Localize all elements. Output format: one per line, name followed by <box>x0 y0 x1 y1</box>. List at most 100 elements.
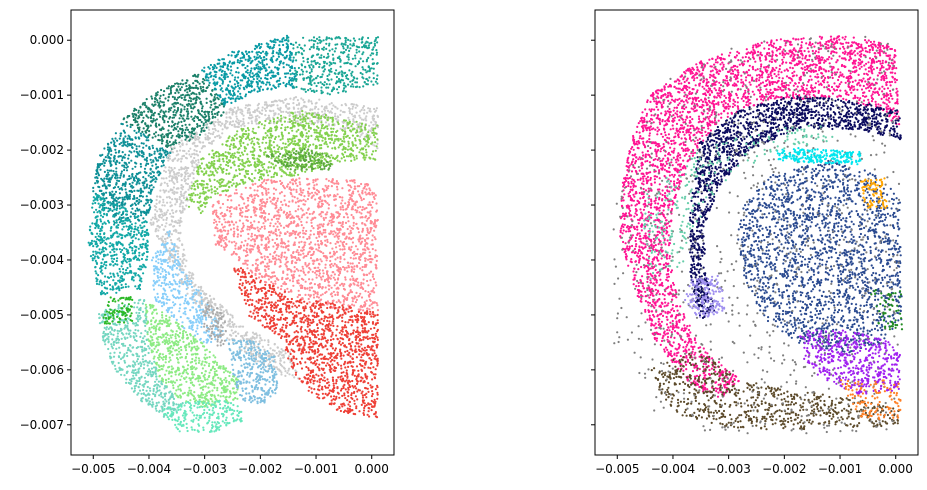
scatter-point <box>232 154 236 157</box>
scatter-point <box>366 47 369 50</box>
scatter-point <box>114 148 117 151</box>
scatter-point <box>201 170 204 173</box>
scatter-point <box>347 58 350 61</box>
scatter-point <box>206 135 209 138</box>
scatter-point <box>274 361 277 364</box>
scatter-point <box>182 262 185 265</box>
scatter-point <box>372 150 375 153</box>
scatter-point <box>285 110 288 113</box>
scatter-point <box>211 89 214 92</box>
scatter-point <box>140 211 143 214</box>
scatter-point <box>138 198 141 201</box>
scatter-point <box>161 223 164 227</box>
scatter-point <box>186 128 190 131</box>
scatter-point <box>165 177 168 180</box>
scatter-point <box>138 182 141 185</box>
scatter-point <box>182 154 185 157</box>
scatter-point <box>234 146 237 149</box>
scatter-point <box>326 52 330 56</box>
scatter-point <box>145 213 148 216</box>
scatter-point <box>340 104 343 107</box>
scatter-point <box>240 60 243 63</box>
scatter-point <box>280 348 283 351</box>
scatter-point <box>116 179 119 182</box>
scatter-point <box>268 81 271 84</box>
scatter-point <box>231 62 234 65</box>
scatter-point <box>114 212 117 216</box>
scatter-point <box>256 77 259 80</box>
scatter-point <box>324 113 327 117</box>
scatter-point <box>214 84 217 87</box>
scatter-point <box>355 48 358 51</box>
scatter-point <box>138 128 141 132</box>
scatter-point <box>150 199 153 202</box>
scatter-point <box>139 106 142 109</box>
scatter-point <box>118 161 121 164</box>
scatter-point <box>212 120 215 123</box>
scatter-point <box>376 138 379 141</box>
scatter-point <box>202 127 205 130</box>
scatter-point <box>149 206 152 209</box>
scatter-point <box>162 156 165 159</box>
scatter-point <box>179 232 182 235</box>
scatter-point <box>264 67 267 70</box>
scatter-point <box>133 216 137 220</box>
scatter-point <box>192 172 195 175</box>
scatter-point <box>135 176 138 180</box>
scatter-point <box>320 154 323 157</box>
scatter-point <box>158 173 161 176</box>
scatter-point <box>140 113 143 117</box>
scatter-point <box>244 333 248 336</box>
scatter-point <box>238 168 241 171</box>
scatter-point <box>322 39 325 42</box>
scatter-point <box>258 155 262 158</box>
scatter-point <box>288 138 291 141</box>
scatter-point <box>289 50 292 54</box>
scatter-point <box>254 132 257 135</box>
scatter-point <box>141 246 144 249</box>
scatter-point <box>146 210 149 213</box>
scatter-point <box>375 36 378 40</box>
scatter-point <box>283 39 286 42</box>
scatter-point <box>105 206 108 209</box>
scatter-point <box>307 137 310 140</box>
scatter-point <box>112 245 115 248</box>
scatter-point <box>179 82 182 86</box>
scatter-point <box>121 279 124 282</box>
scatter-point <box>227 180 230 183</box>
scatter-point <box>344 119 347 122</box>
scatter-point <box>203 292 206 296</box>
scatter-point <box>299 118 302 121</box>
scatter-point <box>292 43 295 47</box>
scatter-point <box>108 150 111 153</box>
scatter-point <box>244 66 247 70</box>
scatter-point <box>89 255 93 258</box>
scatter-point <box>228 338 231 341</box>
scatter-point <box>239 325 242 328</box>
scatter-point <box>118 207 121 210</box>
scatter-point <box>284 370 287 373</box>
scatter-point <box>191 289 194 292</box>
scatter-point <box>107 173 110 176</box>
scatter-point <box>320 86 323 89</box>
scatter-point <box>204 133 207 136</box>
scatter-point <box>184 178 187 181</box>
scatter-point <box>139 277 142 280</box>
scatter-point <box>369 67 372 70</box>
scatter-point <box>118 267 121 271</box>
scatter-point <box>192 177 195 180</box>
scatter-point <box>148 146 151 149</box>
scatter-point <box>156 99 159 102</box>
scatter-point <box>239 84 242 87</box>
scatter-point <box>336 129 339 132</box>
scatter-point <box>318 144 321 147</box>
scatter-point <box>176 221 179 225</box>
scatter-point <box>136 258 139 261</box>
scatter-point <box>218 62 221 65</box>
scatter-point <box>189 196 192 199</box>
scatter-point <box>154 119 157 122</box>
scatter-point <box>180 109 183 112</box>
scatter-point <box>146 239 149 242</box>
scatter-point <box>171 103 174 106</box>
scatter-point <box>120 141 123 144</box>
